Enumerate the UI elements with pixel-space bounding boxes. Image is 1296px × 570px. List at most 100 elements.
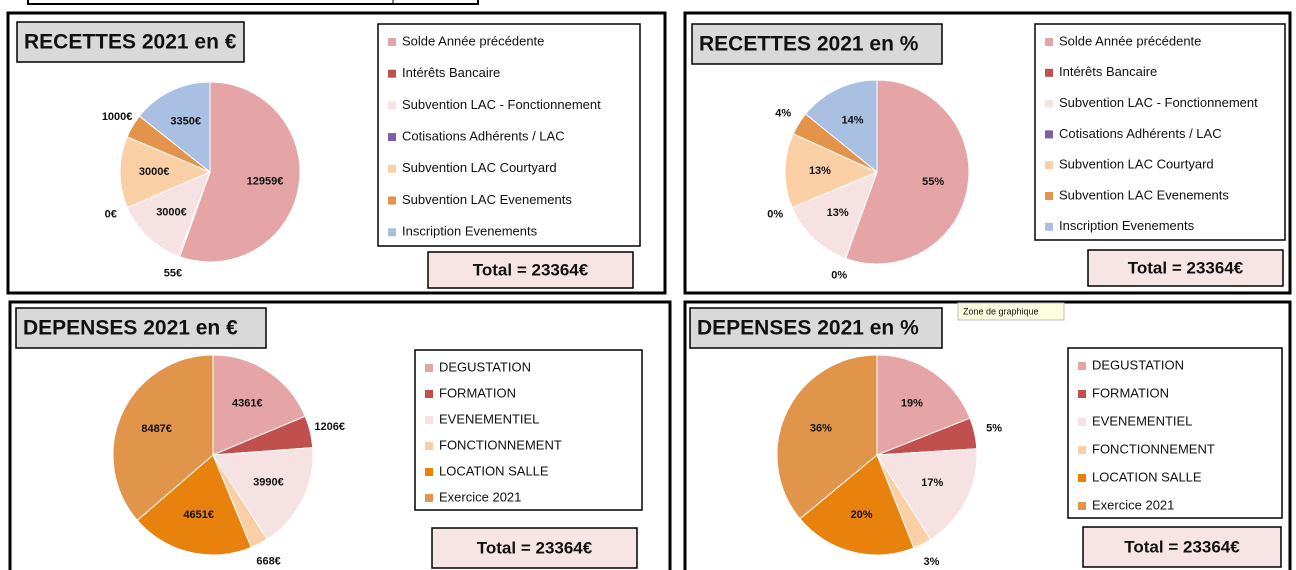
pie-slice (138, 81, 211, 174)
legend-swatch (1078, 474, 1086, 482)
pie-slice (791, 171, 878, 260)
chart-title: RECETTES 2021 en € (24, 31, 237, 54)
legend-swatch (1045, 68, 1053, 77)
legend-label: Inscription Evenements (1059, 218, 1195, 233)
total: Total = 23364€ (1124, 537, 1240, 556)
total-box (431, 527, 638, 569)
legend-label: Subvention LAC Evenements (1059, 187, 1229, 202)
legend-swatch (1078, 418, 1086, 426)
legend-swatch (1078, 502, 1086, 510)
legend-label: Subvention LAC - Fonctionnement (402, 97, 601, 112)
legend-swatch (425, 442, 433, 450)
total: Total = 23364€ (1128, 258, 1244, 277)
data-label: 12959€ (247, 175, 284, 187)
pie-slice (112, 354, 214, 522)
legend-label: Subvention LAC Evenements (402, 192, 572, 207)
legend-label: Inscription Evenements (402, 224, 538, 239)
legend-swatch (1045, 38, 1053, 46)
chart-title: RECETTES 2021 en % (699, 33, 919, 56)
data-label: 17% (921, 477, 943, 489)
legend-box (377, 23, 641, 247)
legend-label: EVENEMENTIEL (439, 411, 539, 426)
legend-label: DEGUSTATION (1092, 357, 1184, 372)
legend-swatch (425, 494, 433, 502)
pie-slice (212, 447, 314, 540)
legend-swatch (388, 164, 396, 173)
tooltip: Zone de graphique (963, 306, 1039, 316)
title-box (691, 23, 943, 65)
data-label: 55€ (164, 267, 182, 279)
pie-slice (844, 79, 970, 265)
legend-label: Subvention LAC Courtyard (402, 160, 557, 175)
legend-swatch (1045, 222, 1053, 231)
legend-label: Cotisations Adhérents / LAC (1059, 126, 1222, 141)
data-label: 668€ (256, 555, 280, 567)
legend-label: Cotisations Adhérents / LAC (402, 129, 565, 144)
legend-label: Exercice 2021 (1092, 497, 1174, 512)
legend-box (1034, 23, 1286, 241)
legend-swatch (1045, 192, 1053, 200)
legend-label: LOCATION SALLE (1092, 469, 1202, 484)
legend-swatch (388, 196, 396, 205)
data-label: 19% (901, 398, 923, 410)
legend-label: DEGUSTATION (439, 359, 531, 374)
legend-swatch (388, 133, 396, 142)
legend-swatch (425, 468, 433, 476)
chart-title: DEPENSES 2021 en € (23, 317, 238, 340)
pie-slice (876, 354, 971, 456)
data-label: 8487€ (141, 423, 172, 435)
legend-swatch (1078, 446, 1086, 454)
legend-label: EVENEMENTIEL (1092, 413, 1192, 428)
title-box (16, 21, 245, 63)
title-box (689, 307, 943, 349)
pie-slice (804, 79, 878, 174)
data-label: 3000€ (139, 166, 170, 178)
pie-slice (784, 133, 879, 209)
tooltip-box (957, 302, 1065, 321)
data-label: 14% (841, 114, 863, 126)
legend-label: LOCATION SALLE (439, 463, 549, 478)
legend-label: FONCTIONNEMENT (439, 437, 562, 452)
chart-title: DEPENSES 2021 en % (697, 317, 919, 340)
legend-swatch (1078, 362, 1086, 370)
data-label: 3350€ (170, 116, 201, 128)
legend-label: Subvention LAC Courtyard (1059, 157, 1214, 172)
data-label: 3000€ (156, 206, 187, 218)
legend-label: FORMATION (439, 385, 516, 400)
data-label: 13% (809, 165, 831, 177)
legend-label: Subvention LAC - Fonctionnement (1059, 95, 1258, 110)
data-label: 13% (827, 207, 849, 219)
data-label: 0% (831, 270, 847, 282)
legend-label: Exercice 2021 (439, 489, 521, 504)
pie-slice (776, 354, 878, 520)
pie-slice (876, 448, 978, 541)
data-label: 4651€ (183, 509, 214, 521)
legend-swatch (388, 228, 396, 237)
data-label: 3990€ (253, 477, 284, 489)
data-label: 4361€ (232, 397, 263, 409)
total: Total = 23364€ (477, 538, 593, 557)
legend-label: Solde Année précédente (402, 33, 544, 48)
legend-swatch (1045, 161, 1053, 170)
legend-swatch (425, 390, 433, 398)
legend-swatch (425, 364, 433, 372)
total-box (1082, 526, 1282, 568)
pie-slice (119, 136, 212, 209)
pie-slice (136, 454, 252, 556)
data-label: 36% (810, 423, 832, 435)
data-label: 4% (775, 108, 791, 120)
total: Total = 23364€ (473, 260, 589, 279)
data-label: 3% (924, 556, 940, 568)
data-label: 5% (986, 423, 1002, 435)
legend-swatch (1078, 390, 1086, 398)
data-label: 1206€ (314, 421, 345, 433)
legend-label: FORMATION (1092, 385, 1169, 400)
total-box (427, 251, 634, 289)
legend-label: Intérêts Bancaire (402, 65, 500, 80)
legend-box (414, 349, 643, 511)
legend-swatch (1045, 130, 1053, 139)
data-label: 55% (922, 176, 944, 188)
legend-label: FONCTIONNEMENT (1092, 441, 1215, 456)
legend-swatch (388, 69, 396, 78)
